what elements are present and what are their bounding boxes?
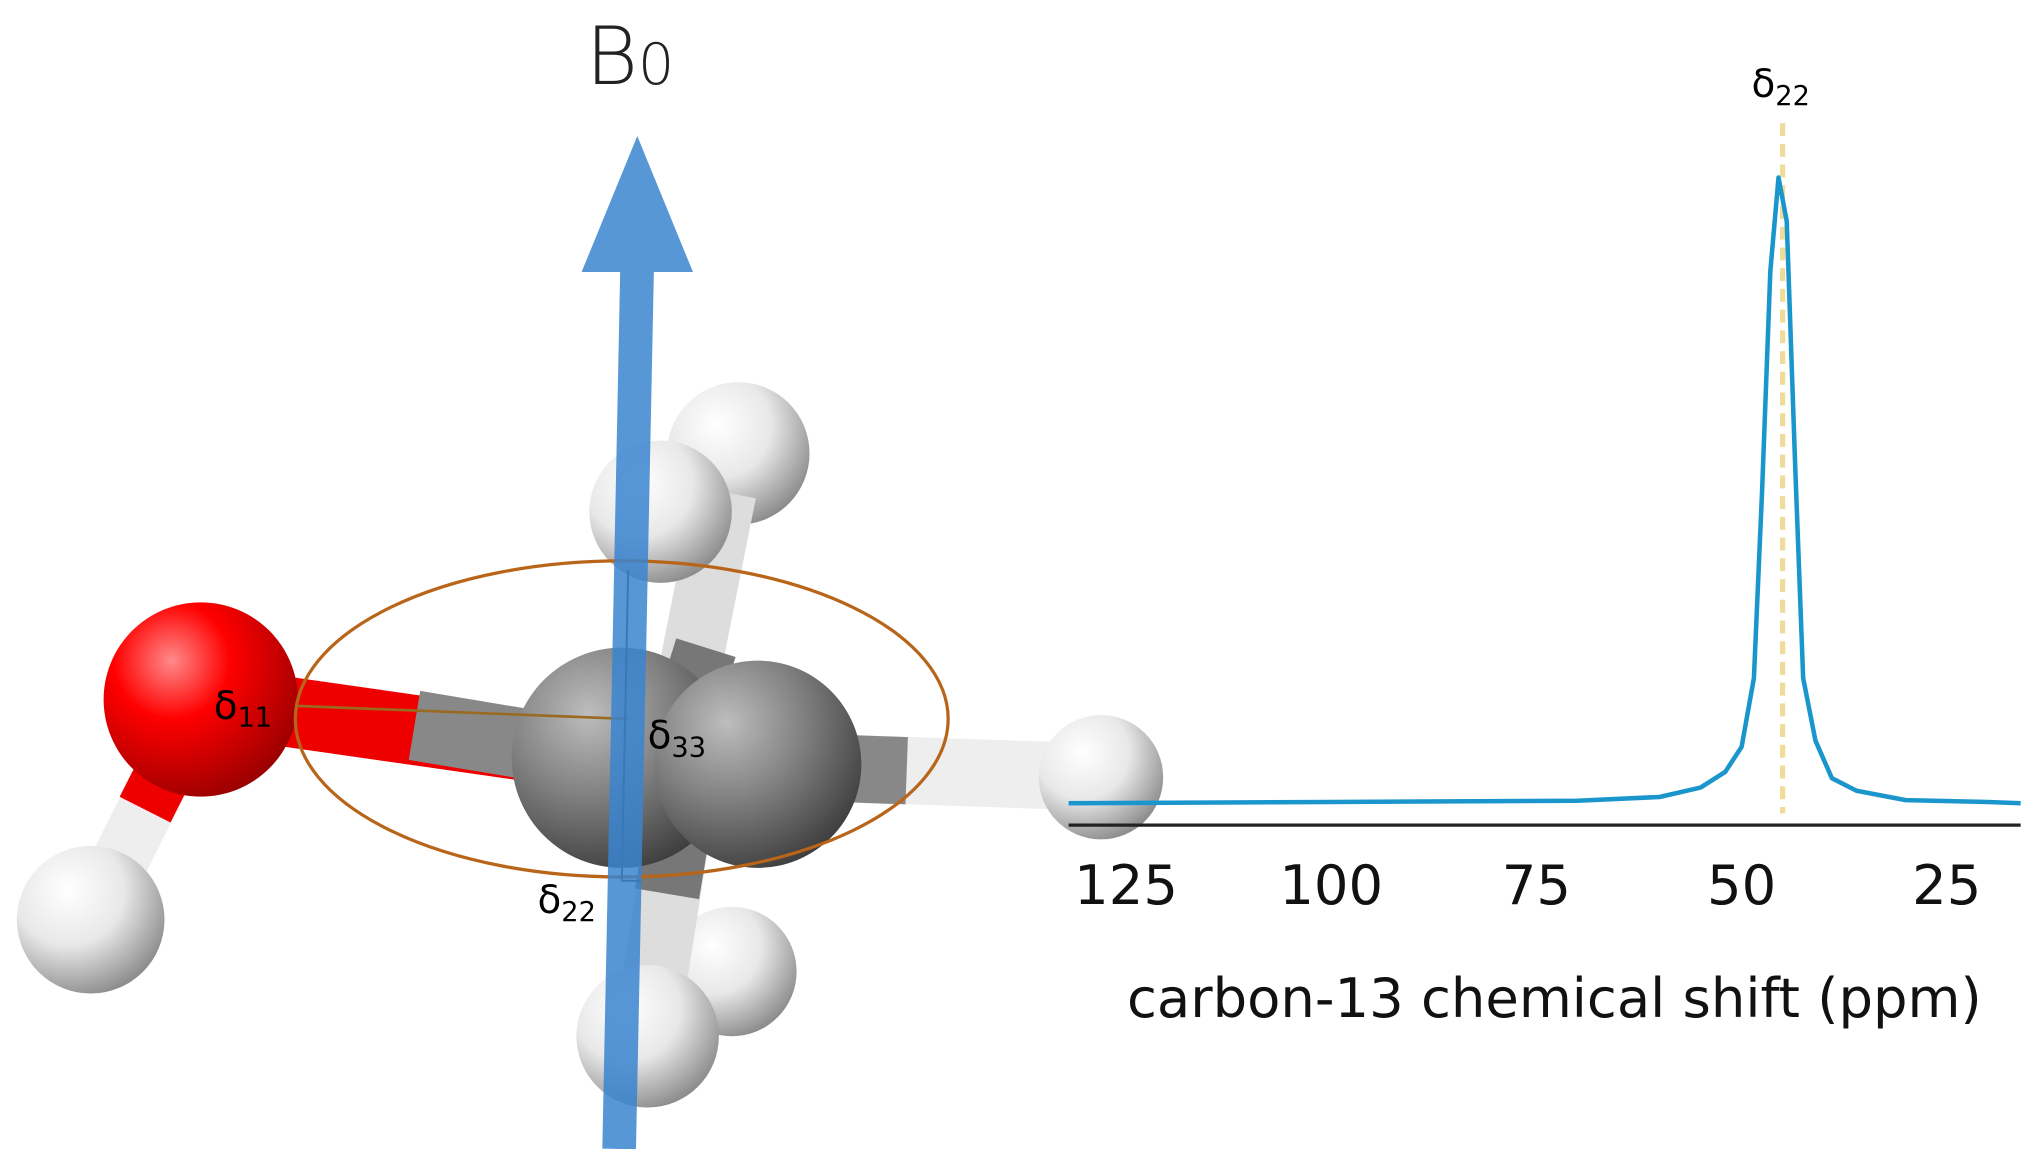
label-base: δ [648, 714, 672, 759]
label-sub: 22 [1775, 81, 1810, 112]
label-base: B [585, 9, 638, 103]
page: B0 δ11 δ33 δ22 carbon-13 chemical shift … [0, 0, 2031, 1149]
label-sub: 22 [561, 897, 596, 928]
label-base: δ [538, 878, 562, 923]
x-tick-label: 25 [1912, 854, 1981, 917]
label-sub: 0 [638, 32, 674, 98]
x-tick-label: 100 [1279, 854, 1383, 917]
x-axis-label: carbon-13 chemical shift (ppm) [1127, 967, 1982, 1030]
x-tick-label: 75 [1502, 854, 1571, 917]
field-label: B0 [585, 9, 674, 103]
label-sub: 33 [671, 732, 706, 763]
x-tick-label: 50 [1707, 854, 1776, 917]
annotation-label: δ22 [1752, 62, 1810, 112]
x-tick-label: 125 [1074, 854, 1178, 917]
label-base: δ [1752, 62, 1776, 107]
label-base: δ [214, 684, 238, 729]
figure: B0 δ11 δ33 δ22 carbon-13 chemical shift … [0, 0, 2031, 1149]
spectrum-line [1069, 177, 2021, 803]
molecule [17, 136, 1163, 1149]
tensor-label: δ22 [538, 878, 596, 928]
label-sub: 11 [237, 703, 272, 734]
